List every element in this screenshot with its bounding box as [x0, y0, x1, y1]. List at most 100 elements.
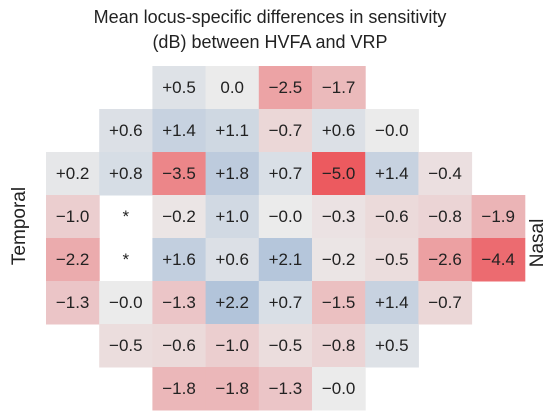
cell-label: +1.6: [162, 250, 196, 269]
cell: [205, 238, 260, 282]
cell-label: +1.1: [215, 121, 249, 140]
cell-label: −2.6: [428, 250, 462, 269]
cell-label: −0.7: [428, 293, 462, 312]
cell-label: −0.0: [375, 121, 409, 140]
cell-label: +0.6: [215, 250, 249, 269]
cell: [205, 152, 260, 196]
cell-label: +0.6: [322, 121, 356, 140]
cell: [258, 109, 313, 153]
cell-label: +0.2: [56, 164, 90, 183]
cell: [365, 238, 419, 282]
cell: [46, 152, 100, 196]
temporal-label: Temporal: [9, 187, 30, 265]
cell: [418, 195, 473, 239]
cell: [365, 281, 419, 325]
cell: [258, 324, 313, 368]
cell-label: −1.8: [162, 379, 196, 398]
cell-label: −0.3: [322, 207, 356, 226]
cell: [152, 367, 207, 411]
cell: [99, 152, 153, 196]
cell: [258, 66, 313, 110]
cell: [258, 281, 313, 325]
cell: [152, 195, 207, 239]
cell: [365, 324, 419, 368]
cell: [46, 238, 100, 282]
cell-label: −1.3: [56, 293, 90, 312]
cell: [418, 152, 473, 196]
cell-label: −0.2: [162, 207, 196, 226]
cell: [312, 281, 366, 325]
cell-label: −1.3: [269, 379, 303, 398]
cell: [152, 281, 207, 325]
cell-label: −2.5: [269, 78, 303, 97]
cell: [99, 281, 153, 325]
cell-label: −0.6: [162, 336, 196, 355]
cell: [258, 367, 313, 411]
cell-label: +0.7: [269, 293, 303, 312]
cell-label: +2.2: [215, 293, 249, 312]
cell: [99, 324, 153, 368]
cell-label: −0.8: [428, 207, 462, 226]
cell: [312, 195, 366, 239]
cell: [152, 152, 207, 196]
cell-label: −0.8: [322, 336, 356, 355]
cell-label: −2.2: [56, 250, 90, 269]
cell: [312, 238, 366, 282]
cell-label: −1.7: [322, 78, 356, 97]
cell-label: −1.5: [322, 293, 356, 312]
cell-label: +0.8: [109, 164, 143, 183]
cell-label: −5.0: [322, 164, 356, 183]
cell: [312, 66, 366, 110]
cell-label: −0.0: [322, 379, 356, 398]
cell-label: +1.4: [162, 121, 196, 140]
chart-title: (dB) between HVFA and VRP: [152, 32, 387, 52]
cell: [205, 109, 260, 153]
nasal-label: Nasal: [527, 219, 548, 268]
cell-label: −1.3: [162, 293, 196, 312]
cell-label: +0.7: [269, 164, 303, 183]
cell-label: −1.9: [481, 207, 515, 226]
cell-label: −1.0: [56, 207, 90, 226]
cell-label: +2.1: [269, 250, 303, 269]
cell: [152, 66, 207, 110]
cell: [258, 238, 313, 282]
cell-label: +1.8: [215, 164, 249, 183]
cell: [418, 281, 473, 325]
cell: [312, 324, 366, 368]
cell: [152, 109, 207, 153]
cell-label: −0.2: [322, 250, 356, 269]
cell: [46, 195, 100, 239]
cell: [205, 66, 260, 110]
cell: [365, 109, 419, 153]
cell-label: −1.0: [215, 336, 249, 355]
cell: [471, 195, 526, 239]
cell-label: −0.5: [109, 336, 143, 355]
cell: [418, 238, 473, 282]
chart-title: Mean locus-specific differences in sensi…: [94, 7, 447, 27]
cell-label: +1.4: [375, 293, 409, 312]
cell: [471, 238, 526, 282]
cell: [312, 152, 366, 196]
cell-label: +1.0: [215, 207, 249, 226]
cell: [258, 152, 313, 196]
cell-label: −1.8: [215, 379, 249, 398]
cell-label: *: [122, 250, 129, 269]
cell: [46, 281, 100, 325]
cell: [152, 324, 207, 368]
cell: [258, 195, 313, 239]
cell-label: −4.4: [481, 250, 515, 269]
cell: [365, 195, 419, 239]
cell-label: −0.6: [375, 207, 409, 226]
cell: [99, 109, 153, 153]
cell-label: −0.0: [109, 293, 143, 312]
cell-label: +0.5: [162, 78, 196, 97]
cell-label: +0.5: [375, 336, 409, 355]
cell: [205, 324, 260, 368]
cell-label: −0.0: [269, 207, 303, 226]
cell: [205, 367, 260, 411]
cell-label: −0.5: [269, 336, 303, 355]
cell-label: +0.6: [109, 121, 143, 140]
cell: [205, 195, 260, 239]
cell: [365, 152, 419, 196]
